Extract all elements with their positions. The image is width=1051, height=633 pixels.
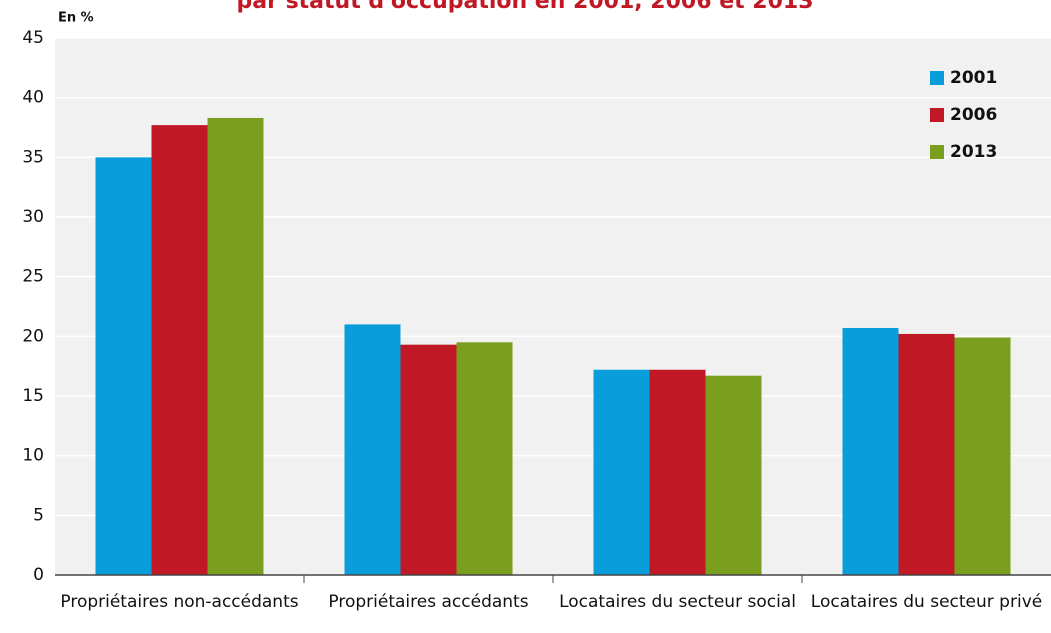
bar: [207, 117, 264, 575]
y-axis-label: En %: [58, 11, 94, 26]
y-tick-label: 25: [22, 267, 44, 287]
y-tick-label: 45: [22, 28, 44, 48]
bar: [649, 369, 706, 575]
bar: [95, 157, 152, 576]
bar: [151, 125, 208, 575]
legend-label: 2013: [950, 142, 997, 162]
bar: [954, 337, 1011, 575]
x-tick-label: Locataires du secteur social: [559, 592, 796, 612]
bar: [344, 324, 401, 575]
y-tick-label: 30: [22, 207, 44, 227]
bar: [593, 369, 650, 575]
chart-title: par statut d'occupation en 2001, 2006 et…: [236, 0, 813, 14]
y-tick-label: 40: [22, 88, 44, 108]
bar: [705, 375, 762, 575]
bar: [842, 327, 899, 575]
y-tick-label: 0: [33, 565, 44, 585]
legend-swatch: [930, 108, 944, 122]
x-tick-label: Locataires du secteur privé: [810, 592, 1043, 612]
y-tick-label: 35: [22, 147, 44, 167]
legend-label: 2006: [950, 105, 997, 125]
y-tick-label: 10: [22, 446, 44, 466]
legend-swatch: [930, 145, 944, 159]
y-tick-label: 5: [33, 505, 44, 525]
x-tick-label: Propriétaires accédants: [328, 592, 529, 612]
bar: [898, 333, 955, 575]
bar: [400, 344, 457, 575]
legend-label: 2001: [950, 68, 997, 88]
bar: [456, 342, 513, 575]
legend-swatch: [930, 71, 944, 85]
y-tick-label: 15: [22, 386, 44, 406]
y-tick-label: 20: [22, 326, 44, 346]
x-tick-label: Propriétaires non-accédants: [60, 592, 299, 612]
